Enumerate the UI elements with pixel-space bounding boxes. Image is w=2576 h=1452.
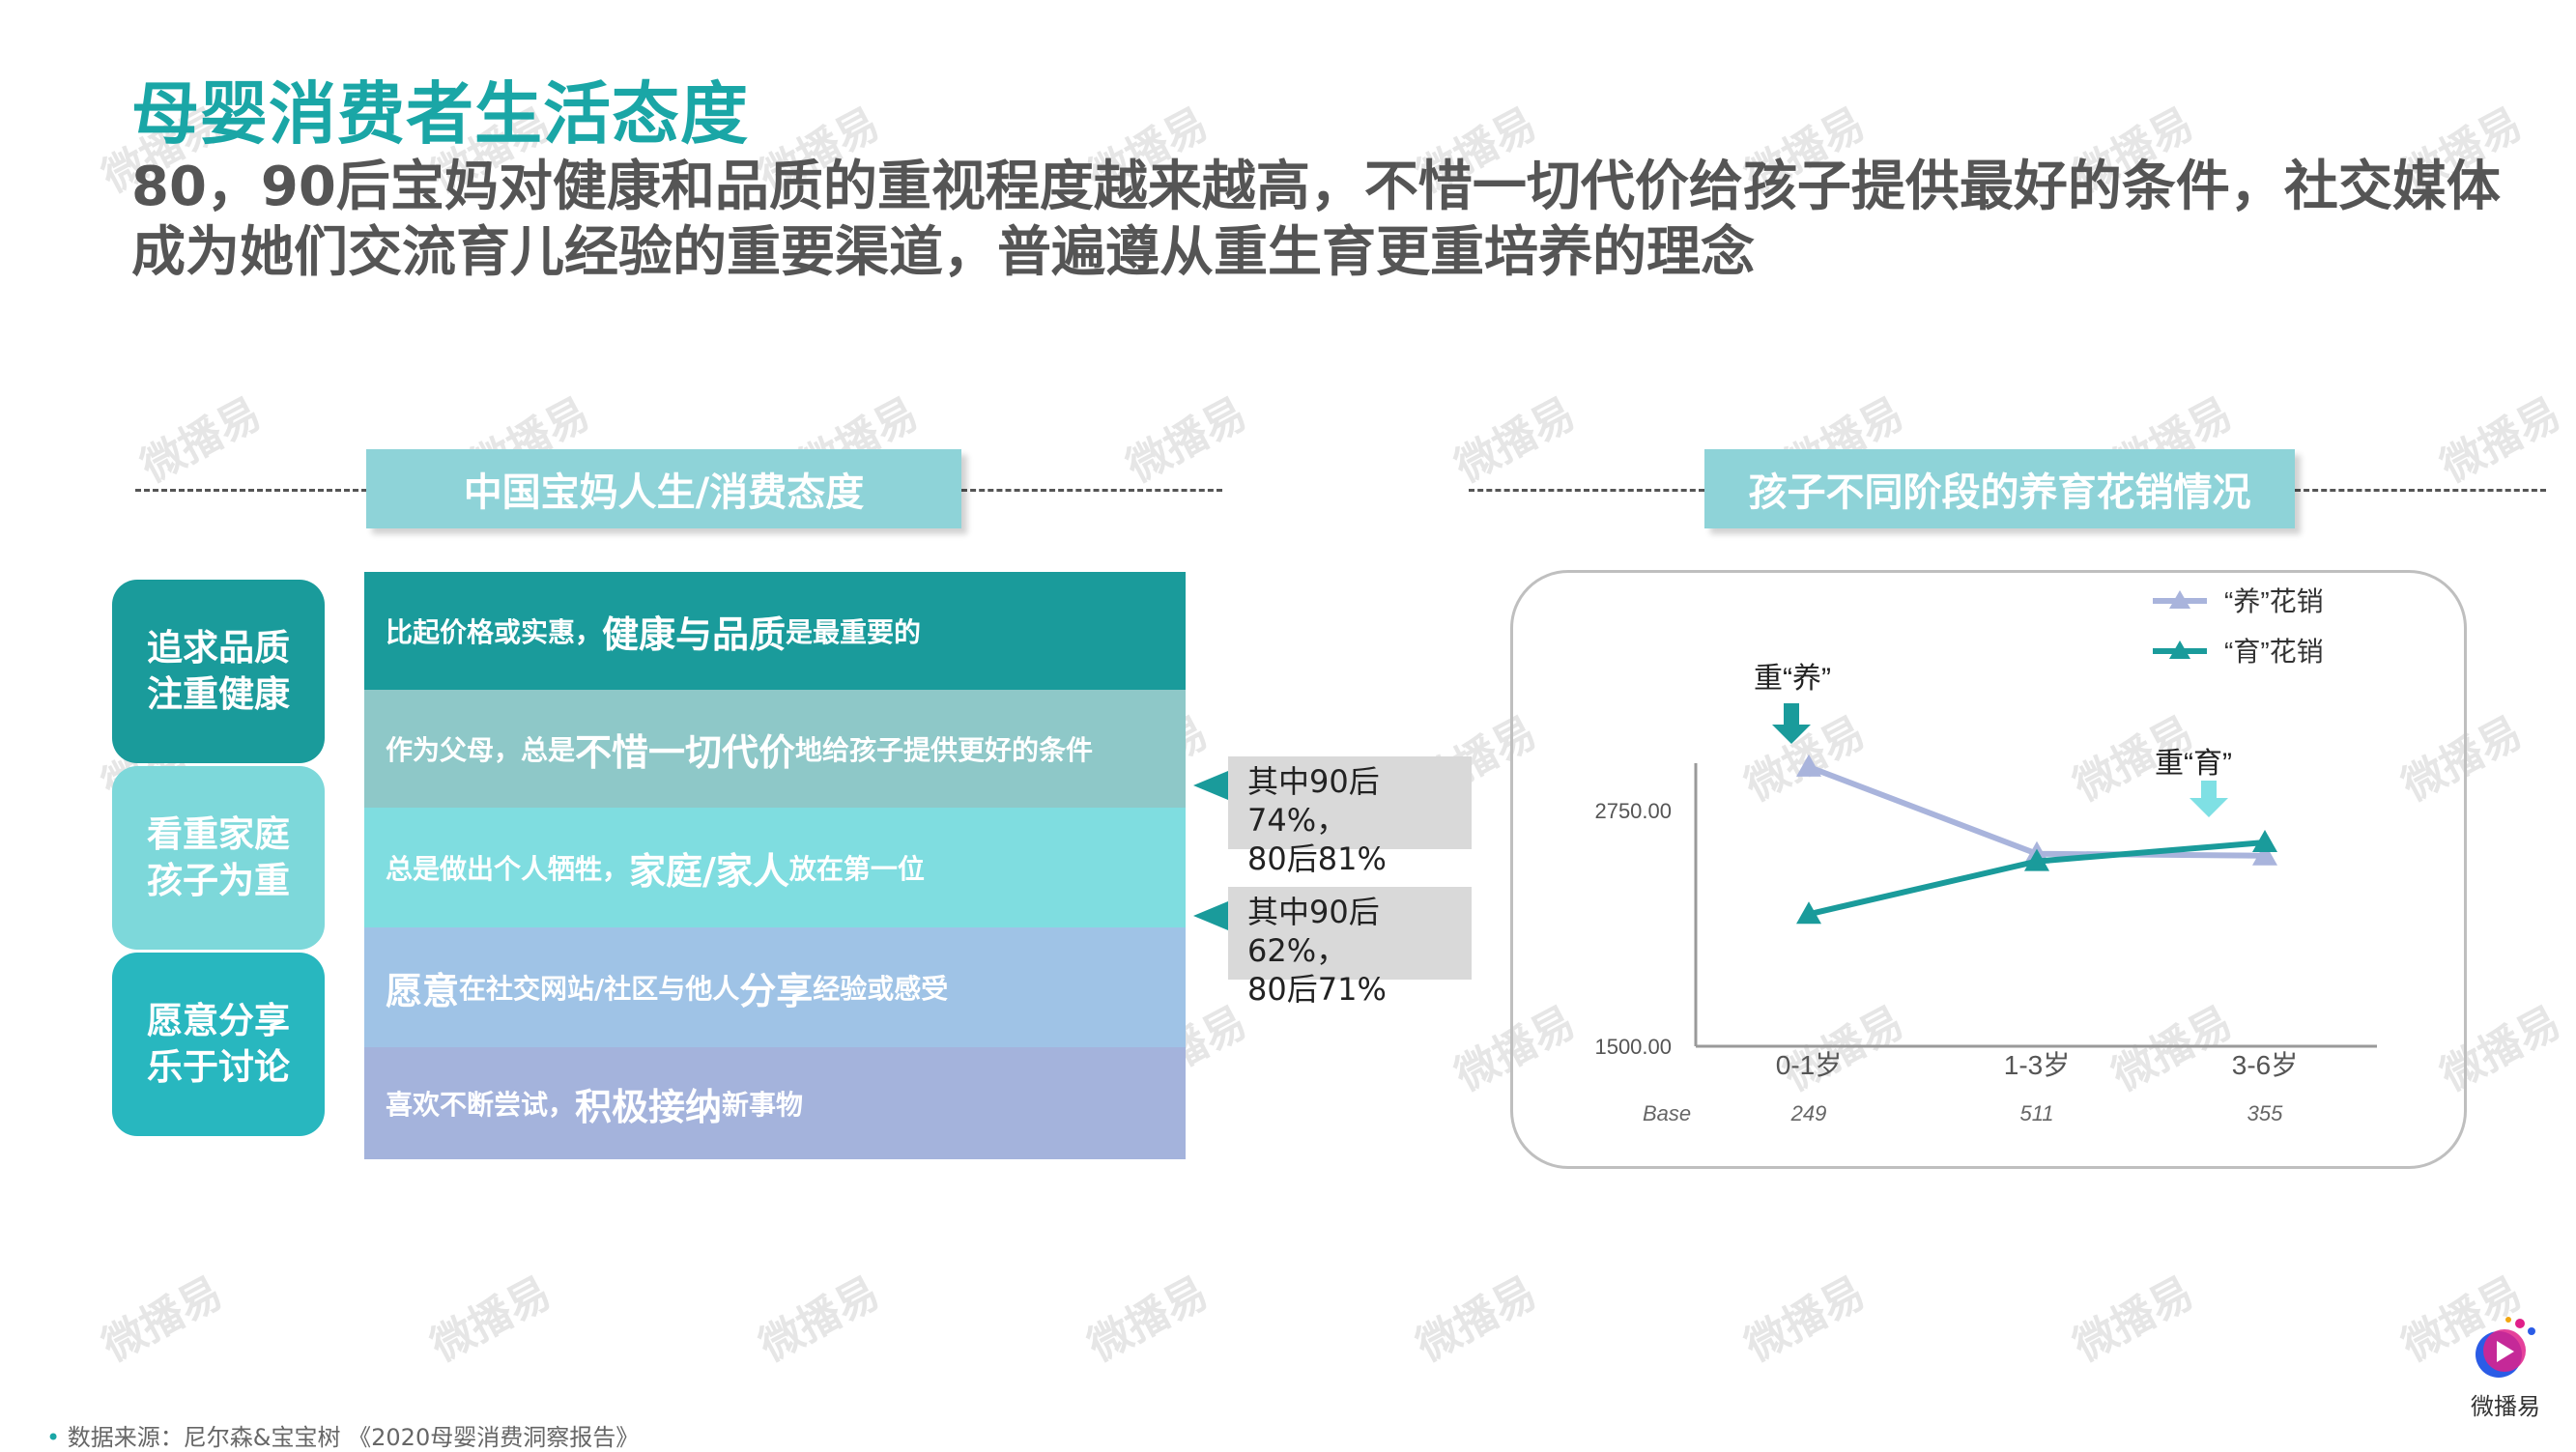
header-divider-left-2 — [961, 489, 1222, 492]
attitude-row-spare-no-cost: 作为父母，总是 不惜一切代价 地给孩子提供更好的条件 — [364, 690, 1186, 808]
series-point — [1796, 754, 1821, 777]
header-divider-right-2 — [2295, 489, 2546, 492]
x-tick-label: 1-3岁 — [2004, 1050, 2070, 1080]
play-logo-icon — [2476, 1317, 2535, 1378]
page-subtitle: 80，90后宝妈对健康和品质的重视程度越来越高，不惜一切代价给孩子提供最好的条件… — [131, 156, 2501, 284]
y-tick-label: 1500.00 — [1594, 1035, 1672, 1059]
base-label: Base — [1643, 1101, 1691, 1125]
attitude-row-family-first: 总是做出个人牺牲， 家庭/家人 放在第一位 — [364, 808, 1186, 927]
row-text: 放在第一位 — [788, 853, 925, 885]
arrow-down-icon — [2201, 781, 2217, 800]
base-count-label: 249 — [1790, 1101, 1827, 1125]
row-text: 总是做出个人牺牲， — [386, 853, 630, 885]
base-count-label: 511 — [2019, 1101, 2053, 1125]
source-text: 数据来源：尼尔森&宝宝树 《2020母婴消费洞察报告》 — [67, 1424, 640, 1451]
category-share-discuss: 愿意分享 乐于讨论 — [112, 953, 325, 1136]
callout-percent-1: 其中90后74%， 80后81% — [1228, 756, 1472, 877]
legend-marker — [2169, 590, 2190, 609]
category-line1: 看重家庭 — [147, 813, 290, 855]
row-text: 喜欢不断尝试， — [386, 1089, 576, 1121]
callout-line: 其中90后74%， — [1247, 763, 1380, 839]
annotation-yang: 重“养” — [1754, 663, 1831, 695]
row-highlight: 积极接纳 — [575, 1085, 723, 1128]
callout-line: 80后81% — [1247, 840, 1387, 877]
row-text: 地给孩子提供更好的条件 — [795, 734, 1094, 766]
header-divider-left — [135, 489, 367, 492]
category-line2: 注重健康 — [147, 673, 290, 715]
callout-pointer-icon — [1193, 901, 1228, 930]
row-text: 作为父母，总是 — [386, 734, 576, 766]
y-tick-label: 2750.00 — [1594, 799, 1672, 823]
row-highlight: 家庭/家人 — [629, 849, 789, 893]
arrow-down-icon — [1784, 703, 1799, 726]
base-count-label: 355 — [2247, 1101, 2283, 1125]
category-line1: 追求品质 — [147, 627, 290, 669]
header-divider-right — [1469, 489, 1704, 492]
category-line2: 乐于讨论 — [147, 1046, 290, 1088]
row-text: 经验或感受 — [813, 973, 949, 1005]
weiboyi-logo: 微播易 — [2462, 1314, 2549, 1420]
row-text: 是最重要的 — [786, 616, 922, 648]
row-text: 比起价格或实惠， — [386, 616, 603, 648]
logo-text: 微播易 — [2471, 1393, 2540, 1420]
series-point — [1796, 901, 1821, 925]
category-line1: 愿意分享 — [147, 1000, 290, 1041]
chart-frame — [1510, 570, 2467, 1169]
callout-line: 其中90后62%， — [1247, 894, 1380, 969]
callout-percent-2: 其中90后62%， 80后71% — [1228, 887, 1472, 1008]
attitude-row-share: 愿意 在社交网站/社区与他人 分享 经验或感受 — [364, 927, 1186, 1047]
attitude-row-health-quality: 比起价格或实惠， 健康与品质 是最重要的 — [364, 572, 1186, 690]
category-line2: 孩子为重 — [147, 860, 290, 901]
page-title: 母婴消费者生活态度 — [131, 74, 749, 154]
arrow-down-icon — [1772, 725, 1811, 744]
right-panel-header: 孩子不同阶段的养育花销情况 — [1704, 449, 2295, 528]
row-highlight: 不惜一切代价 — [575, 730, 796, 774]
x-tick-label: 0-1岁 — [1776, 1050, 1842, 1080]
series-point — [2252, 830, 2277, 853]
left-panel-header: 中国宝妈人生/消费态度 — [366, 449, 961, 528]
category-quality-health: 追求品质 注重健康 — [112, 580, 325, 763]
row-highlight: 愿意 — [386, 969, 460, 1012]
callout-line: 80后71% — [1247, 971, 1387, 1008]
data-source-note: • 数据来源：尼尔森&宝宝树 《2020母婴消费洞察报告》 — [46, 1418, 639, 1452]
category-family-children: 看重家庭 孩子为重 — [112, 766, 325, 950]
callout-pointer-icon — [1193, 771, 1228, 800]
legend-label: “养”花销 — [2224, 586, 2324, 616]
row-text: 新事物 — [722, 1089, 804, 1121]
series-point — [2024, 848, 2049, 871]
attitude-row-try-new: 喜欢不断尝试， 积极接纳 新事物 — [364, 1047, 1186, 1159]
row-highlight: 健康与品质 — [602, 612, 787, 656]
bullet-icon: • — [46, 1424, 68, 1451]
arrow-down-icon — [2190, 798, 2228, 817]
legend-label: “育”花销 — [2224, 637, 2324, 667]
row-text: 在社交网站/社区与他人 — [459, 973, 740, 1005]
series-point — [2252, 842, 2277, 866]
row-highlight: 分享 — [739, 969, 814, 1012]
annotation-yu: 重“育” — [2155, 748, 2232, 780]
legend-marker — [2169, 641, 2190, 659]
x-tick-label: 3-6岁 — [2232, 1050, 2298, 1080]
